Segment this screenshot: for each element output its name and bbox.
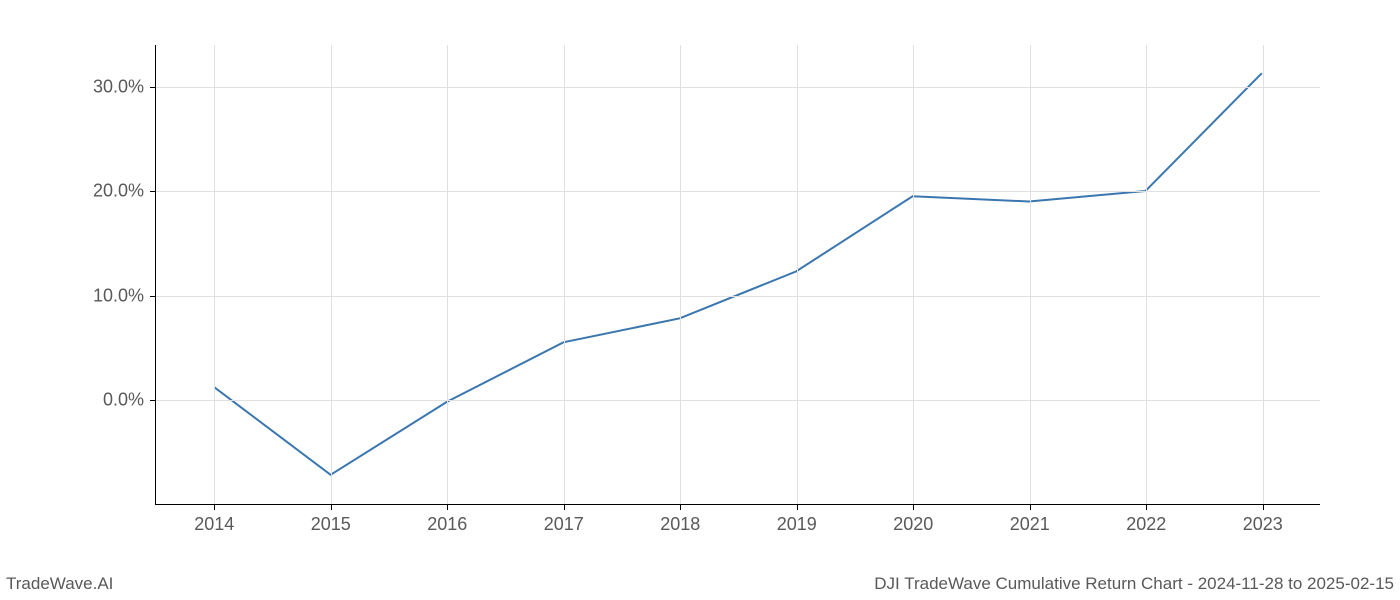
x-tick-label: 2022 [1126, 514, 1166, 535]
grid-line-horizontal [156, 191, 1320, 192]
y-tick-mark [150, 87, 156, 88]
grid-line-horizontal [156, 296, 1320, 297]
grid-line-vertical [797, 45, 798, 504]
grid-line-vertical [214, 45, 215, 504]
x-tick-label: 2016 [427, 514, 467, 535]
grid-line-vertical [564, 45, 565, 504]
x-tick-mark [1030, 504, 1031, 510]
x-tick-label: 2023 [1243, 514, 1283, 535]
x-tick-mark [564, 504, 565, 510]
x-tick-label: 2020 [893, 514, 933, 535]
y-tick-mark [150, 191, 156, 192]
grid-line-horizontal [156, 87, 1320, 88]
x-tick-label: 2021 [1010, 514, 1050, 535]
y-tick-label: 30.0% [93, 76, 144, 97]
grid-line-vertical [447, 45, 448, 504]
footer-caption: DJI TradeWave Cumulative Return Chart - … [874, 574, 1394, 594]
x-tick-label: 2017 [544, 514, 584, 535]
grid-line-horizontal [156, 400, 1320, 401]
x-tick-mark [680, 504, 681, 510]
x-tick-label: 2019 [777, 514, 817, 535]
grid-line-vertical [1146, 45, 1147, 504]
plot-area: 2014201520162017201820192020202120222023… [155, 45, 1320, 505]
grid-line-vertical [680, 45, 681, 504]
x-tick-label: 2014 [194, 514, 234, 535]
grid-line-vertical [1030, 45, 1031, 504]
x-tick-label: 2018 [660, 514, 700, 535]
x-tick-label: 2015 [311, 514, 351, 535]
x-tick-mark [913, 504, 914, 510]
grid-line-vertical [913, 45, 914, 504]
y-tick-label: 20.0% [93, 181, 144, 202]
y-tick-mark [150, 296, 156, 297]
footer-brand: TradeWave.AI [6, 574, 113, 594]
y-tick-label: 10.0% [93, 285, 144, 306]
y-tick-label: 0.0% [103, 390, 144, 411]
x-tick-mark [797, 504, 798, 510]
grid-line-vertical [331, 45, 332, 504]
chart-container: 2014201520162017201820192020202120222023… [155, 45, 1320, 505]
x-tick-mark [447, 504, 448, 510]
x-tick-mark [1263, 504, 1264, 510]
y-tick-mark [150, 400, 156, 401]
x-tick-mark [331, 504, 332, 510]
data-line [214, 73, 1262, 475]
grid-line-vertical [1263, 45, 1264, 504]
x-tick-mark [1146, 504, 1147, 510]
x-tick-mark [214, 504, 215, 510]
